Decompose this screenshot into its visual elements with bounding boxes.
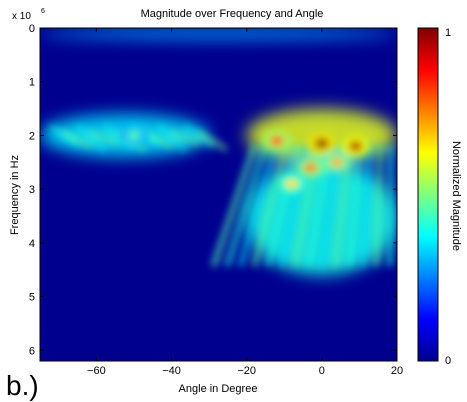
y-axis-ticks: 0 1 2 3 4 5 6 <box>29 23 397 357</box>
heatmap-peak <box>314 138 329 149</box>
heatmap-streaks <box>49 125 394 267</box>
heatmap-streak <box>238 143 278 267</box>
y-tick-label: 4 <box>29 238 35 250</box>
heatmap-streak <box>171 130 201 146</box>
colorbar-gradient <box>417 27 439 362</box>
heatmap-streak <box>157 125 187 151</box>
heatmap-streak <box>89 130 119 146</box>
y-tick-label: 6 <box>29 345 35 357</box>
y-multiplier-label: x 10 <box>12 11 31 22</box>
heatmap-region <box>40 28 397 39</box>
colorbar: 1 0 Normalized Magnitude <box>417 27 462 367</box>
heatmap-streak <box>346 143 362 267</box>
x-tick-label: −40 <box>162 365 181 377</box>
colorbar-label: Normalized Magnitude <box>450 141 462 251</box>
y-tick-label: 2 <box>29 130 35 142</box>
x-axis-ticks: −60 −40 −20 0 20 <box>87 28 403 377</box>
heatmap-streak <box>76 125 106 151</box>
heatmap-streak <box>184 125 214 149</box>
y-tick-label: 5 <box>29 292 35 304</box>
y-axis-label: Frequency in Hz <box>9 155 21 235</box>
colorbar-tick-min: 0 <box>445 355 451 367</box>
x-tick-label: −60 <box>87 365 106 377</box>
heatmap-peak <box>269 135 284 146</box>
heatmap-peaks <box>119 125 370 194</box>
y-multiplier-exponent: 6 <box>41 8 45 15</box>
heatmap-streak <box>62 130 92 149</box>
x-axis-label: Angle in Degree <box>179 383 258 395</box>
y-tick-label: 3 <box>29 184 35 196</box>
panel-label: b.) <box>6 370 39 401</box>
colorbar-tick-max: 1 <box>445 27 451 39</box>
heatmap-peak <box>348 141 363 152</box>
heatmap-peak <box>284 178 299 189</box>
x-tick-label: −20 <box>237 365 256 377</box>
y-tick-label: 1 <box>29 77 35 89</box>
plot-frame <box>39 27 398 362</box>
heatmap-streak <box>265 143 299 267</box>
heatmap-streak <box>360 143 373 267</box>
heatmap-streak <box>211 143 257 267</box>
heatmap-peak <box>126 130 141 141</box>
heatmap-streak <box>143 130 173 149</box>
heatmap-peak <box>329 157 344 168</box>
heatmap-streak <box>387 143 394 267</box>
y-tick-label: 0 <box>29 23 35 35</box>
x-tick-label: 20 <box>391 365 403 377</box>
heatmap-streak <box>49 125 79 146</box>
heatmap-streak <box>198 130 228 151</box>
heatmap-plot <box>40 28 397 361</box>
heatmap-streak <box>252 143 289 267</box>
heatmap-peak <box>303 162 318 173</box>
chart-title: Magnitude over Frequency and Angle <box>141 8 324 20</box>
heatmap-streak <box>225 143 268 267</box>
heatmap-streak <box>373 143 383 267</box>
x-tick-label: 0 <box>319 365 325 377</box>
